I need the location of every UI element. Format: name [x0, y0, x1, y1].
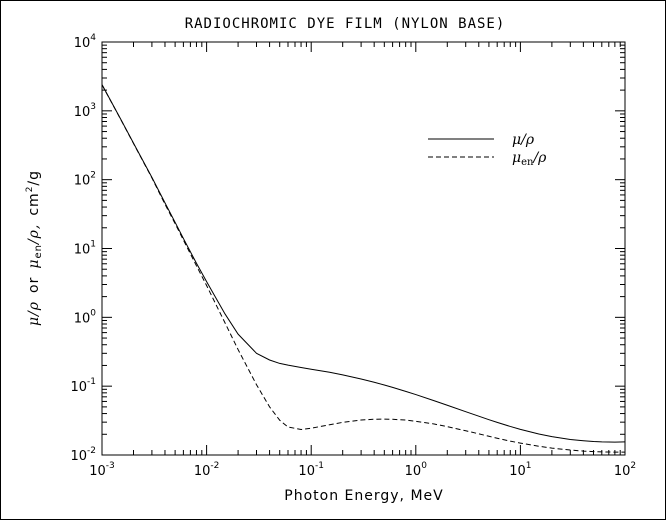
y-tick-label: 100: [74, 308, 97, 326]
y-tick-label: 103: [74, 102, 96, 120]
plot-area: [101, 41, 626, 456]
y-tick-label: 10-2: [70, 446, 96, 464]
series-line-mu: [101, 84, 626, 443]
legend-label-mu: μ/ρ: [512, 132, 535, 148]
y-tick-label: 10-1: [70, 377, 96, 395]
series-line-muen: [101, 84, 625, 453]
x-axis-label: Photon Energy, MeV: [284, 488, 443, 504]
chart-title: RADIOCHROMIC DYE FILM (NYLON BASE): [185, 16, 506, 32]
legend-label-muen: μen/ρ: [512, 150, 547, 168]
y-tick-label: 102: [74, 171, 96, 189]
x-tick-label: 10-3: [89, 461, 115, 479]
x-tick-labels: 10-3 10-2 10-1 100 101 102: [89, 461, 636, 479]
y-tick-labels: 10-2 10-1 100 101 102 103 104: [70, 33, 96, 464]
axis-ticks: [101, 41, 626, 456]
x-tick-label: 100: [405, 461, 428, 479]
y-tick-label: 104: [74, 33, 97, 51]
y-axis-label: μ/ρorμen/ρ,cm2/g: [25, 170, 44, 326]
x-tick-label: 10-2: [194, 461, 220, 479]
x-tick-label: 101: [509, 461, 531, 479]
y-tick-label: 101: [74, 240, 96, 258]
series-lines: [101, 84, 626, 453]
x-tick-label: 10-1: [298, 461, 324, 479]
legend: μ/ρ μen/ρ: [428, 132, 547, 168]
x-tick-label: 102: [614, 461, 636, 479]
